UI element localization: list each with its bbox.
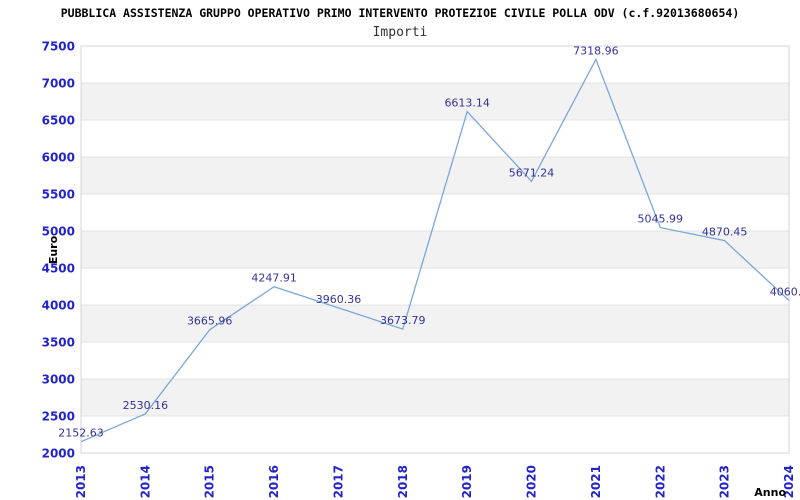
point-label: 2530.16 bbox=[123, 399, 169, 412]
x-tick-label: 2013 bbox=[74, 465, 88, 498]
plot-band bbox=[81, 157, 789, 194]
x-tick-label: 2024 bbox=[782, 465, 796, 498]
y-tick-label: 3500 bbox=[42, 336, 75, 350]
plot-band bbox=[81, 83, 789, 120]
y-tick-label: 7500 bbox=[42, 40, 75, 54]
x-tick-label: 2015 bbox=[203, 465, 217, 498]
x-tick-label: 2019 bbox=[460, 465, 474, 498]
plot-border bbox=[80, 45, 790, 454]
x-tick-label: 2023 bbox=[718, 465, 732, 498]
point-label: 3673.79 bbox=[380, 314, 426, 327]
y-tick-label: 4500 bbox=[42, 262, 75, 276]
y-tick-label: 2500 bbox=[42, 410, 75, 424]
x-axis-title: Anno bbox=[754, 486, 786, 499]
plot-band bbox=[81, 305, 789, 342]
y-tick-label: 5000 bbox=[42, 225, 75, 239]
y-tick-label: 4000 bbox=[42, 299, 75, 313]
point-label: 4060.3 bbox=[770, 286, 800, 299]
x-tick-label: 2016 bbox=[267, 465, 281, 498]
point-label: 3960.36 bbox=[316, 293, 362, 306]
point-label: 6613.14 bbox=[444, 97, 490, 110]
point-label: 4870.45 bbox=[702, 226, 748, 239]
plot-band bbox=[81, 379, 789, 416]
y-tick-label: 5500 bbox=[42, 188, 75, 202]
point-label: 5045.99 bbox=[638, 213, 684, 226]
y-tick-label: 2000 bbox=[42, 447, 75, 461]
chart-subtitle: Importi bbox=[372, 25, 428, 40]
x-tick-label: 2014 bbox=[138, 465, 152, 498]
x-tick-label: 2021 bbox=[589, 465, 603, 498]
x-tick-label: 2018 bbox=[396, 465, 410, 498]
y-tick-label: 6500 bbox=[42, 114, 75, 128]
x-tick-label: 2017 bbox=[332, 465, 346, 498]
chart-title: PUBBLICA ASSISTENZA GRUPPO OPERATIVO PRI… bbox=[60, 6, 740, 20]
y-tick-label: 3000 bbox=[42, 373, 75, 387]
point-label: 5671.24 bbox=[509, 166, 555, 179]
x-tick-label: 2022 bbox=[653, 465, 667, 498]
point-label: 4247.91 bbox=[251, 272, 297, 285]
y-tick-label: 7000 bbox=[42, 77, 75, 91]
y-tick-label: 6000 bbox=[42, 151, 75, 165]
point-label: 7318.96 bbox=[573, 44, 619, 57]
data-line bbox=[80, 57, 790, 443]
point-label: 3665.96 bbox=[187, 315, 233, 328]
point-label: 2152.63 bbox=[58, 427, 104, 440]
y-axis-title: Euro bbox=[47, 235, 60, 264]
plot-band bbox=[81, 231, 789, 268]
x-tick-label: 2020 bbox=[525, 465, 539, 498]
